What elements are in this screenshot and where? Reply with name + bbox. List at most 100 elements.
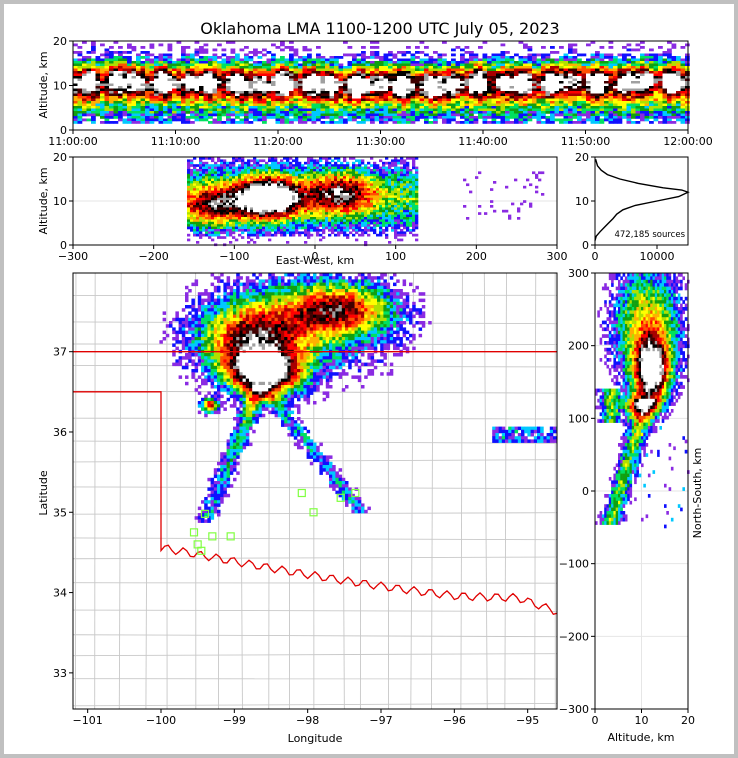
density-cell: [550, 103, 555, 107]
density-cell: [676, 81, 681, 84]
density-cell: [190, 116, 195, 119]
density-cell: [509, 81, 515, 84]
density-cell: [257, 101, 263, 104]
density-cell: [401, 121, 407, 124]
density-cell: [604, 81, 609, 84]
density-cell: [250, 200, 254, 203]
density-cell: [302, 116, 308, 119]
density-cell: [397, 66, 402, 69]
density-cell: [205, 190, 209, 194]
density-cell: [613, 78, 618, 82]
density-cell: [419, 58, 425, 62]
density-cell: [311, 68, 317, 72]
density-cell: [509, 58, 515, 62]
density-cell: [577, 68, 582, 72]
density-cell: [442, 83, 447, 87]
density-cell: [283, 176, 287, 179]
density-cell: [280, 176, 284, 179]
density-cell: [487, 88, 492, 92]
density-cell: [613, 68, 618, 72]
density-cell: [284, 93, 290, 97]
density-cell: [658, 93, 663, 97]
density-cell: [77, 78, 83, 82]
density-cell: [196, 219, 200, 223]
density-cell: [496, 58, 501, 62]
density-cell: [232, 164, 236, 167]
density-cell: [253, 103, 258, 107]
density-cell: [410, 68, 416, 72]
density-cell: [271, 219, 275, 223]
density-cell: [221, 88, 227, 92]
density-cell: [230, 78, 236, 82]
density-cell: [500, 81, 506, 84]
density-cell: [280, 96, 285, 99]
density-cell: [274, 176, 278, 179]
density-cell: [167, 108, 173, 112]
density-cell: [256, 229, 260, 232]
density-cell: [203, 81, 209, 84]
density-cell: [586, 63, 591, 67]
density-cell: [356, 103, 362, 107]
density-cell: [247, 183, 251, 187]
density-cell: [230, 81, 236, 84]
density-cell: [658, 83, 663, 87]
density-cell: [617, 86, 623, 89]
density-cell: [140, 51, 146, 54]
density-cell: [262, 226, 266, 230]
density-cell: [437, 71, 443, 74]
density-cell: [428, 96, 434, 99]
density-cell: [136, 111, 141, 114]
density-cell: [193, 214, 197, 218]
density-cell: [259, 171, 263, 175]
density-cell: [145, 76, 150, 79]
density-cell: [190, 98, 195, 102]
density-cell: [73, 66, 78, 69]
density-cell: [365, 88, 371, 92]
density-cell: [437, 101, 443, 104]
density-cell: [220, 214, 224, 218]
density-cell: [680, 68, 686, 72]
density-cell: [671, 63, 677, 67]
density-cell: [518, 86, 524, 89]
density-cell: [509, 98, 515, 102]
density-cell: [667, 98, 672, 102]
density-cell: [286, 200, 290, 203]
density-cell: [73, 83, 78, 87]
density-cell: [244, 76, 249, 79]
density-cell: [658, 96, 663, 99]
density-cell: [631, 48, 636, 52]
density-cell: [685, 43, 690, 47]
density-cell: [671, 46, 677, 49]
density-cell: [239, 121, 245, 124]
density-cell: [73, 116, 78, 119]
density-cell: [316, 78, 321, 82]
density-cell: [347, 63, 353, 67]
density-cell: [608, 81, 614, 84]
density-cell: [100, 66, 105, 69]
density-cell: [559, 78, 564, 82]
density-cell: [190, 195, 194, 199]
density-cell: [320, 91, 326, 94]
density-cell: [248, 103, 254, 107]
density-cell: [518, 116, 524, 119]
density-cell: [199, 61, 204, 64]
density-cell: [212, 63, 218, 67]
density-cell: [100, 103, 105, 107]
density-cell: [118, 106, 123, 109]
density-cell: [250, 229, 254, 232]
density-cell: [283, 195, 287, 199]
density-cell: [226, 181, 230, 184]
density-cell: [190, 193, 194, 196]
density-cell: [586, 76, 591, 79]
density-cell: [352, 58, 357, 62]
density-cell: [383, 106, 389, 109]
density-cell: [446, 86, 452, 89]
density-cell: [95, 58, 101, 62]
density-cell: [274, 219, 278, 223]
density-cell: [280, 91, 285, 94]
density-cell: [374, 46, 380, 49]
density-cell: [95, 98, 101, 102]
density-cell: [211, 176, 215, 179]
density-cell: [577, 121, 582, 124]
density-cell: [247, 161, 251, 165]
